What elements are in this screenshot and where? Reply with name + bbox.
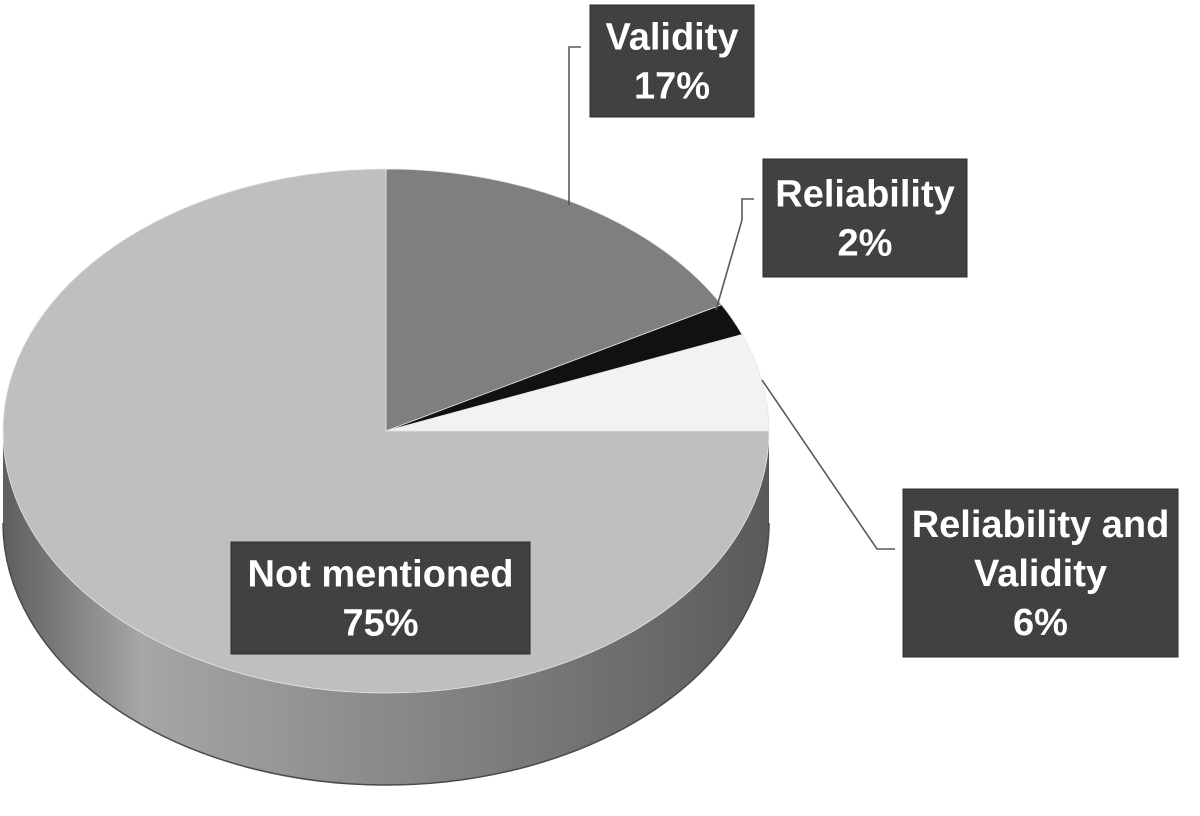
pie-bottom-edge — [2, 522, 770, 786]
slice-label-not-mentioned: Not mentioned — [248, 554, 514, 596]
slice-value-validity: 17% — [634, 66, 710, 108]
slice-value-reliability-and-validity: 6% — [1013, 602, 1068, 644]
data-label-not-mentioned: Not mentioned 75% — [230, 541, 531, 655]
slice-labels: Validity 17% Reliability 2% Reliability and V… — [230, 4, 1179, 658]
pie-side-layer — [2, 431, 770, 786]
data-label-box — [762, 158, 968, 278]
slice-value-not-mentioned: 75% — [342, 603, 418, 645]
data-label-reliability-and-validity: Reliability and Validity 6% — [902, 488, 1179, 658]
data-label-box — [902, 488, 1179, 658]
slice-label-reliability: Reliability — [775, 174, 955, 216]
slice-label-reliability-and-validity: Reliability and Validity — [912, 504, 1170, 595]
data-label-validity: Validity 17% — [589, 4, 755, 118]
pie-slice-not-mentioned — [2, 168, 770, 694]
data-label-box — [230, 541, 531, 655]
slice-label-validity: Validity — [605, 17, 738, 59]
leader-line-reliability-and-validity — [761, 379, 895, 550]
pie-slice-reliability-and-validity — [385, 334, 770, 432]
leader-lines — [568, 46, 895, 550]
data-label-box — [589, 4, 755, 118]
slice-value-reliability: 2% — [838, 223, 893, 265]
leader-line-validity — [568, 46, 581, 205]
data-label-reliability: Reliability 2% — [762, 158, 968, 278]
pie-slice-validity — [385, 168, 723, 432]
leader-line-reliability — [715, 198, 754, 311]
pie-top-layer — [2, 168, 770, 694]
pie-side-wall — [3, 431, 769, 785]
